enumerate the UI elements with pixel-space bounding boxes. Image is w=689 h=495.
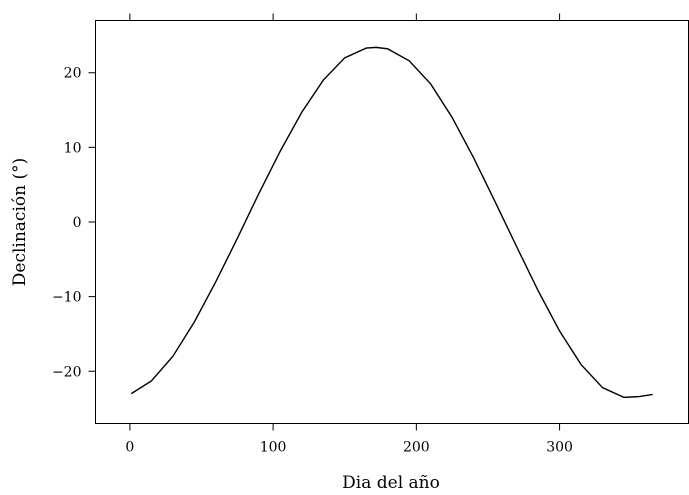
y-tick-label: −20 (52, 364, 82, 380)
x-axis: 0 100 200 300 (125, 13, 573, 456)
y-axis-label: Declinación (°) (10, 158, 30, 286)
x-axis-label: Dia del año (342, 473, 440, 493)
x-tick-label: 0 (125, 440, 134, 456)
y-tick-label: 20 (64, 66, 82, 82)
x-tick-label: 200 (403, 440, 430, 456)
declination-series-line (130, 46, 653, 399)
y-tick-label: 0 (73, 215, 82, 231)
y-tick-label: 10 (64, 140, 82, 156)
x-tick-label: 300 (546, 440, 573, 456)
y-tick-label: −10 (52, 290, 82, 306)
plot-frame (95, 20, 689, 424)
x-tick-label: 100 (260, 440, 287, 456)
y-axis: −20 −10 0 10 20 (52, 66, 96, 380)
